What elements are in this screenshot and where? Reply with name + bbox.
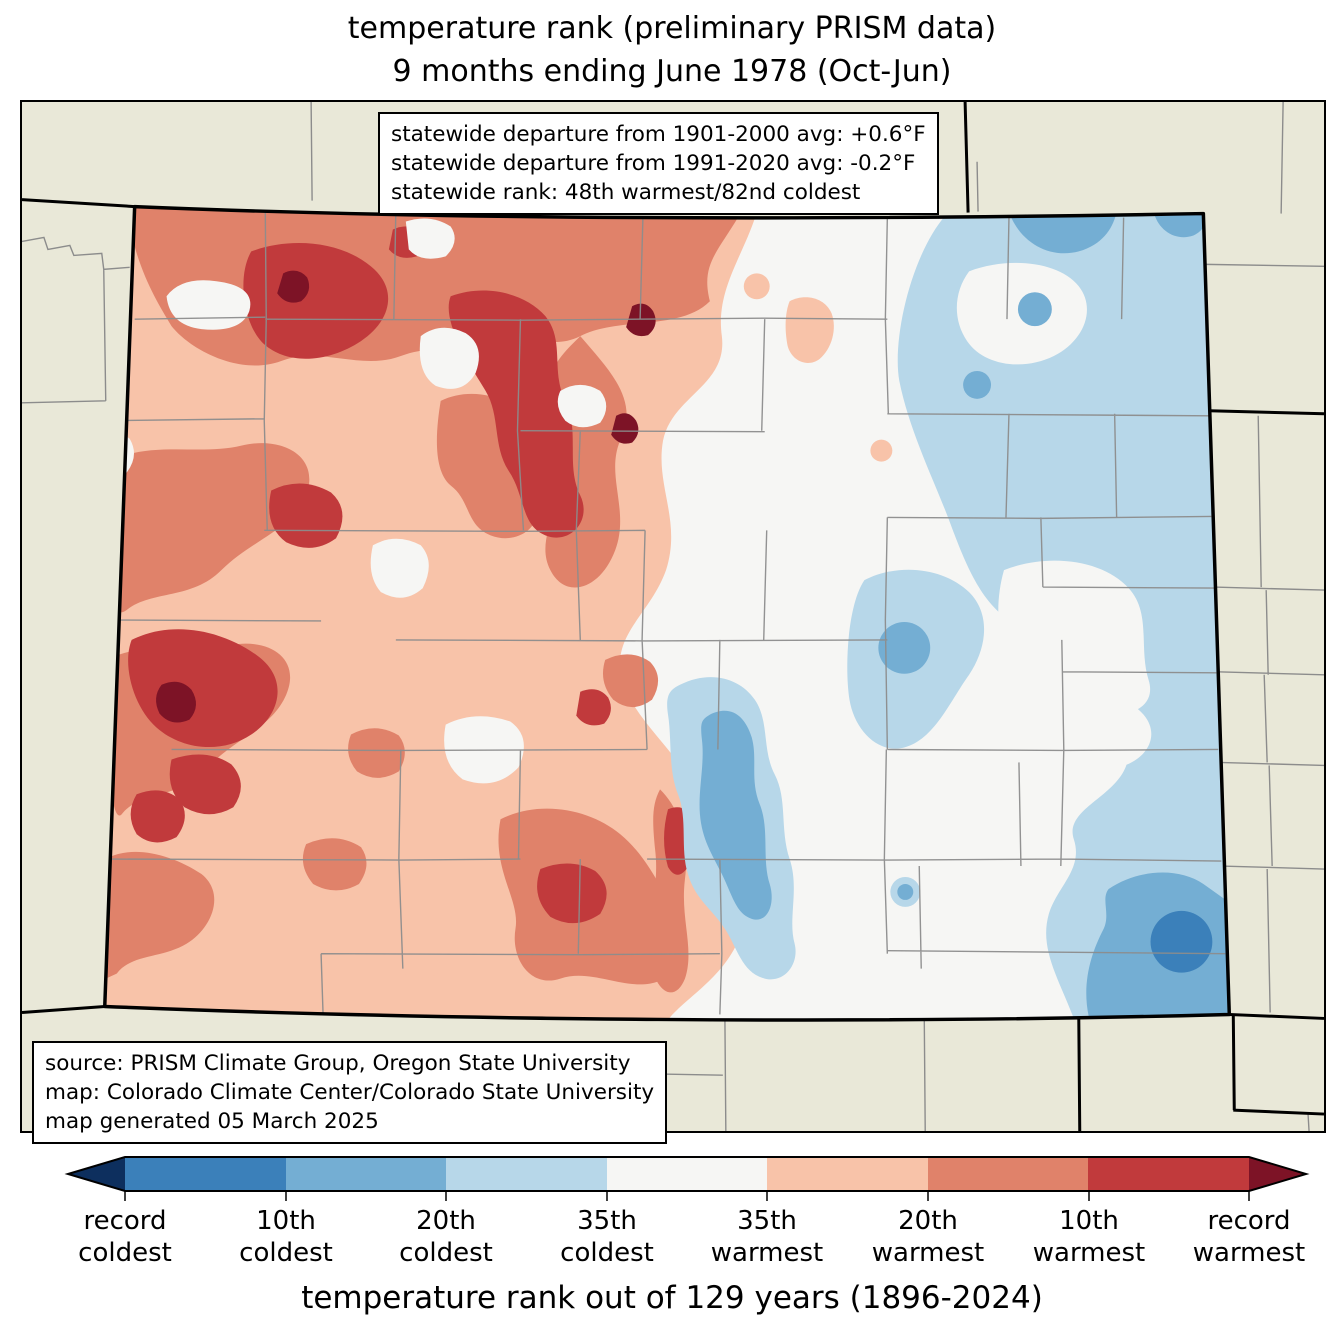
source-attribution-box: source: PRISM Climate Group, Oregon Stat… — [32, 1041, 668, 1145]
colorbar-label-35th-warmest: 35th warmest — [710, 1206, 824, 1268]
stats-line-3: statewide rank: 48th warmest/82nd coldes… — [391, 180, 861, 206]
colorado-county-lines — [104, 208, 1226, 1015]
colorbar-seg-20th-coldest — [286, 1157, 446, 1191]
colorado-rank-map — [22, 102, 1324, 1131]
cold-10th-core — [1150, 910, 1213, 973]
record-warmest-spots — [156, 270, 656, 723]
colorado-shading — [104, 206, 1230, 1020]
warm-20th-region — [105, 206, 745, 993]
statewide-stats-box: statewide departure from 1901-2000 avg: … — [378, 112, 939, 216]
colorbar-seg-20th-warmest — [928, 1157, 1088, 1191]
colorbar-seg-10th-coldest — [125, 1157, 286, 1191]
map-frame: statewide departure from 1901-2000 avg: … — [20, 100, 1326, 1145]
colorbar-caption: temperature rank out of 129 years (1896-… — [301, 1280, 1043, 1316]
colorbar-seg-10th-warmest — [1088, 1157, 1249, 1191]
colorbar-label-20th-coldest: 20th coldest — [399, 1206, 493, 1268]
colorado-state-border — [103, 204, 1232, 1022]
figure-title: temperature rank (preliminary PRISM data… — [0, 8, 1344, 93]
colorbar-label-20th-warmest: 20th warmest — [871, 1206, 985, 1268]
title-line-1: temperature rank (preliminary PRISM data… — [347, 11, 997, 46]
colorbar-seg-near-average — [607, 1157, 767, 1191]
colorbar-arrow-record-warmest — [1249, 1157, 1306, 1191]
outside-state-borders — [22, 102, 1324, 1131]
source-line-1: source: PRISM Climate Group, Oregon Stat… — [45, 1051, 631, 1076]
stats-line-1: statewide departure from 1901-2000 avg: … — [391, 122, 926, 147]
colorbar-arrow-record-coldest — [68, 1157, 125, 1191]
stats-line-2: statewide departure from 1991-2020 avg: … — [391, 151, 916, 177]
colorbar-label-record-warmest: record warmest — [1192, 1206, 1306, 1268]
colorbar-label-record-coldest: record coldest — [78, 1206, 172, 1268]
colorbar-label-10th-coldest: 10th coldest — [239, 1206, 333, 1268]
rank-colorbar — [64, 1156, 1310, 1201]
title-line-2: 9 months ending June 1978 (Oct-Jun) — [392, 53, 952, 89]
colorbar-seg-35th-coldest — [446, 1157, 607, 1191]
colorbar-label-10th-warmest: 10th warmest — [1032, 1206, 1146, 1268]
source-line-3: map generated 05 March 2025 — [45, 1109, 379, 1135]
colorbar-seg-35th-warmest — [767, 1157, 928, 1191]
source-line-2: map: Colorado Climate Center/Colorado St… — [45, 1080, 655, 1106]
colorbar-ticks — [124, 1191, 1250, 1201]
colorbar-label-35th-coldest: 35th coldest — [560, 1206, 654, 1268]
